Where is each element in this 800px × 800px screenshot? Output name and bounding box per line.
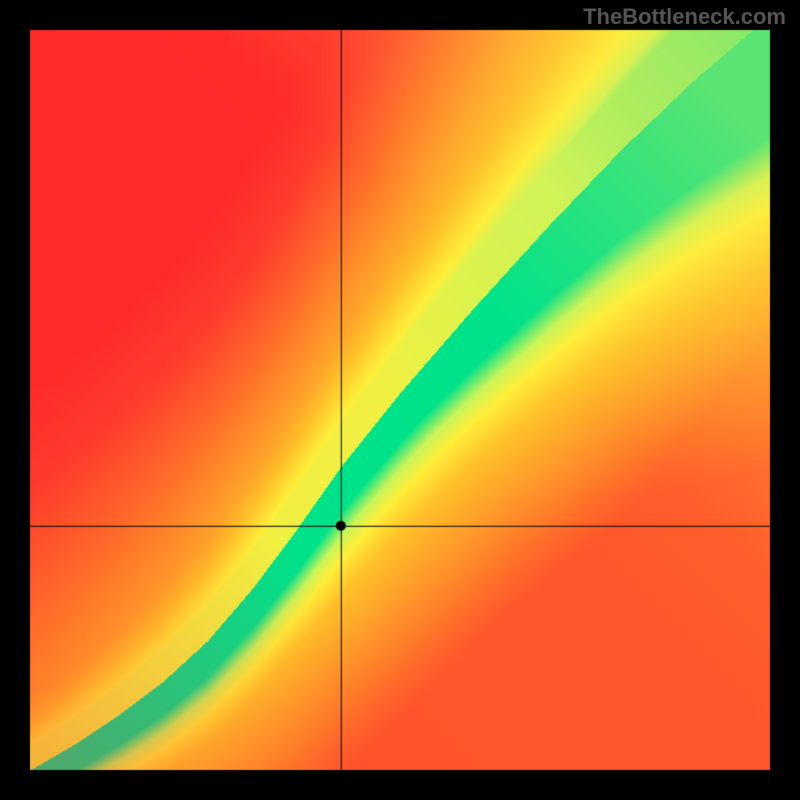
watermark-text: TheBottleneck.com: [583, 4, 786, 30]
heatmap-plot: [0, 0, 800, 800]
chart-container: TheBottleneck.com: [0, 0, 800, 800]
